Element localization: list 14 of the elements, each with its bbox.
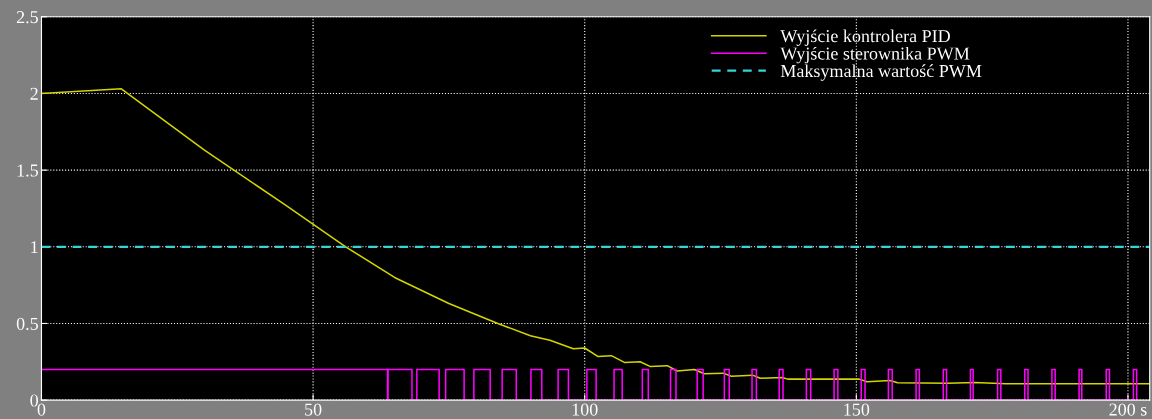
x-tick-label: 50 <box>305 403 322 416</box>
legend-label: Wyjście kontrolera PID <box>780 29 950 46</box>
y-tick-label: 2 <box>30 87 38 100</box>
y-tick-label: 1.5 <box>17 164 38 177</box>
y-tick-label: 0 <box>30 394 39 407</box>
x-tick-label: 100 <box>572 403 598 416</box>
x-tick-label: 150 <box>844 403 870 416</box>
y-tick-label: 2.5 <box>16 11 38 24</box>
x-tick-label: 200 s <box>1109 403 1147 416</box>
y-tick-label: 1 <box>31 241 38 254</box>
legend-label: Wyjście sterownika PWM <box>780 46 970 64</box>
y-tick-label: 0.5 <box>16 317 38 330</box>
legend-label: Maksymalna wartość PWM <box>780 64 982 81</box>
line-series <box>41 88 1150 385</box>
